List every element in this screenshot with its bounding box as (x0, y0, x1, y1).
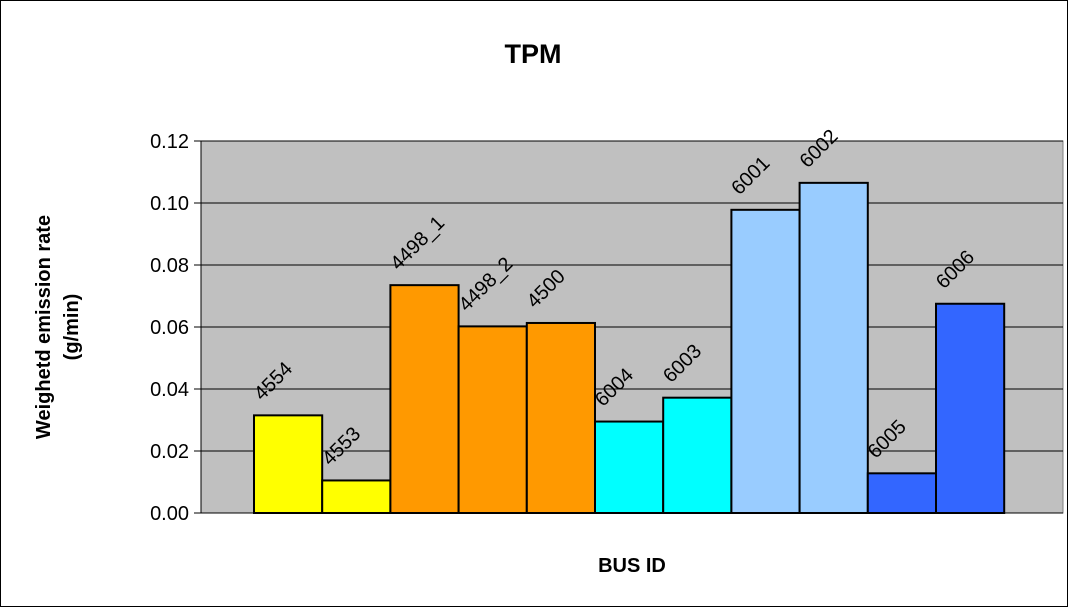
y-tick-label: 0.02 (150, 441, 189, 463)
y-axis-label-line1: Weighetd emission rate (33, 215, 55, 439)
bar-4498_2 (457, 325, 528, 514)
y-tick-label: 0.06 (150, 317, 189, 339)
y-axis-label: Weighetd emission rate (g/min) (33, 215, 83, 439)
bar-6002 (798, 181, 869, 514)
bars-group (253, 181, 1006, 515)
bar-6005 (866, 472, 937, 515)
y-tick-label: 0.10 (150, 193, 189, 215)
bar-6003 (662, 396, 733, 514)
bar-4498_1 (389, 284, 460, 514)
y-tick-label: 0.12 (150, 131, 189, 153)
y-tick-label: 0.04 (150, 379, 189, 401)
y-axis: 0.00 0.02 0.04 0.06 0.08 0.10 0.12 (150, 131, 1063, 525)
bar-4500 (525, 321, 596, 514)
y-axis-label-line2: (g/min) (61, 294, 83, 361)
bar-6001 (730, 208, 801, 514)
bar-6006 (935, 302, 1006, 514)
x-axis-label: BUS ID (598, 555, 666, 577)
bar-4554 (253, 414, 324, 515)
bar-6004 (594, 420, 665, 514)
chart-title: TPM (505, 39, 562, 69)
y-tick-label: 0.00 (150, 503, 189, 525)
bar-4553 (321, 479, 392, 515)
y-tick-label: 0.08 (150, 255, 189, 277)
